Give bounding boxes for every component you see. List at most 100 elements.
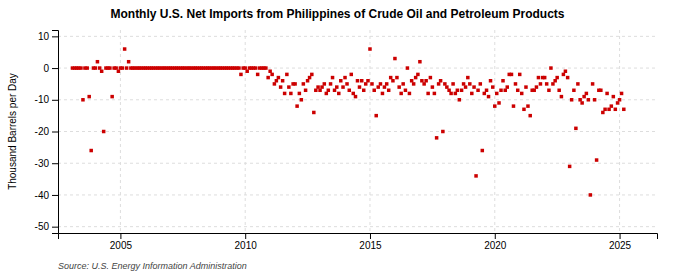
point — [566, 76, 570, 80]
point — [499, 89, 503, 93]
point — [545, 82, 549, 86]
chart: 20052010201520202025-50-40-30-20-10010Mo… — [0, 0, 675, 275]
point — [445, 85, 449, 89]
y-tick: 10 — [38, 31, 58, 42]
point — [277, 76, 281, 80]
point — [264, 66, 268, 70]
point — [447, 89, 451, 93]
y-tick: -10 — [35, 94, 58, 105]
y-tick-label: -50 — [35, 221, 50, 232]
point — [360, 79, 364, 83]
point — [589, 193, 593, 197]
point — [410, 79, 414, 83]
point — [456, 89, 460, 93]
point — [476, 89, 480, 93]
point — [98, 66, 102, 70]
x-tick-mark — [620, 233, 621, 239]
point — [102, 130, 106, 134]
point — [352, 92, 356, 96]
point — [443, 82, 447, 86]
point — [358, 85, 362, 89]
x-axis: 2005 2010 2015 2020 2025 — [59, 233, 658, 251]
point — [620, 92, 624, 96]
y-tick: -40 — [35, 190, 58, 201]
point — [300, 98, 304, 102]
source-note: Source: U.S. Energy Information Administ… — [58, 261, 247, 271]
y-tick-mark — [52, 100, 58, 101]
point — [553, 79, 557, 83]
point — [582, 95, 586, 99]
y-tick-label: -30 — [35, 158, 50, 169]
point — [585, 92, 589, 96]
x-tick: 2005 — [110, 233, 133, 251]
grid — [58, 30, 657, 233]
point — [94, 66, 98, 70]
point — [237, 66, 241, 70]
point — [379, 82, 383, 86]
point — [256, 73, 260, 77]
x-tick: 2025 — [609, 233, 632, 251]
y-tick: 0 — [43, 63, 58, 74]
y-axis: -50-40-30-20-10010 — [35, 31, 59, 234]
point — [295, 104, 299, 108]
point — [408, 92, 412, 96]
point — [343, 76, 347, 80]
point — [339, 79, 343, 83]
point — [310, 73, 314, 77]
point — [87, 95, 91, 99]
point — [524, 85, 528, 89]
point — [526, 104, 530, 108]
point — [466, 76, 470, 80]
point — [570, 98, 574, 102]
point — [320, 85, 324, 89]
point — [325, 92, 329, 96]
point — [404, 89, 408, 93]
point — [354, 95, 358, 99]
y-axis-title: Thousand Barrels per Day — [7, 73, 18, 190]
point — [470, 92, 474, 96]
point — [333, 89, 337, 93]
point — [323, 82, 327, 86]
title: Monthly U.S. Net Imports from Philippine… — [110, 7, 564, 21]
point — [127, 60, 131, 64]
point — [406, 66, 410, 70]
point — [510, 73, 514, 77]
x-tick: 2020 — [484, 233, 507, 251]
point — [270, 73, 274, 77]
point — [350, 73, 354, 77]
point — [535, 85, 539, 89]
point — [593, 98, 597, 102]
x-grid-line — [619, 30, 620, 233]
point — [439, 79, 443, 83]
point — [383, 85, 387, 89]
point — [422, 82, 426, 86]
point — [341, 85, 345, 89]
x-grid-line — [120, 30, 121, 233]
point — [605, 92, 609, 96]
point — [603, 108, 607, 112]
point — [458, 98, 462, 102]
point — [616, 101, 620, 105]
y-tick: -30 — [35, 158, 58, 169]
x-tick-label: 2010 — [235, 240, 258, 251]
point — [304, 89, 308, 93]
x-axis-line — [59, 234, 658, 240]
point — [387, 89, 391, 93]
y-tick-mark — [52, 36, 58, 37]
point — [308, 76, 312, 80]
y-tick-mark — [52, 227, 58, 228]
point — [335, 85, 339, 89]
y-tick-label: -10 — [35, 94, 50, 105]
point — [121, 66, 125, 70]
point — [79, 66, 83, 70]
x-tick: 2015 — [359, 233, 382, 251]
point — [454, 92, 458, 96]
point — [564, 69, 568, 73]
x-tick-label: 2020 — [484, 240, 507, 251]
point — [393, 57, 397, 61]
point — [364, 82, 368, 86]
x-tick-label: 2015 — [359, 240, 382, 251]
point — [389, 76, 393, 80]
point — [412, 82, 416, 86]
point — [348, 89, 352, 93]
